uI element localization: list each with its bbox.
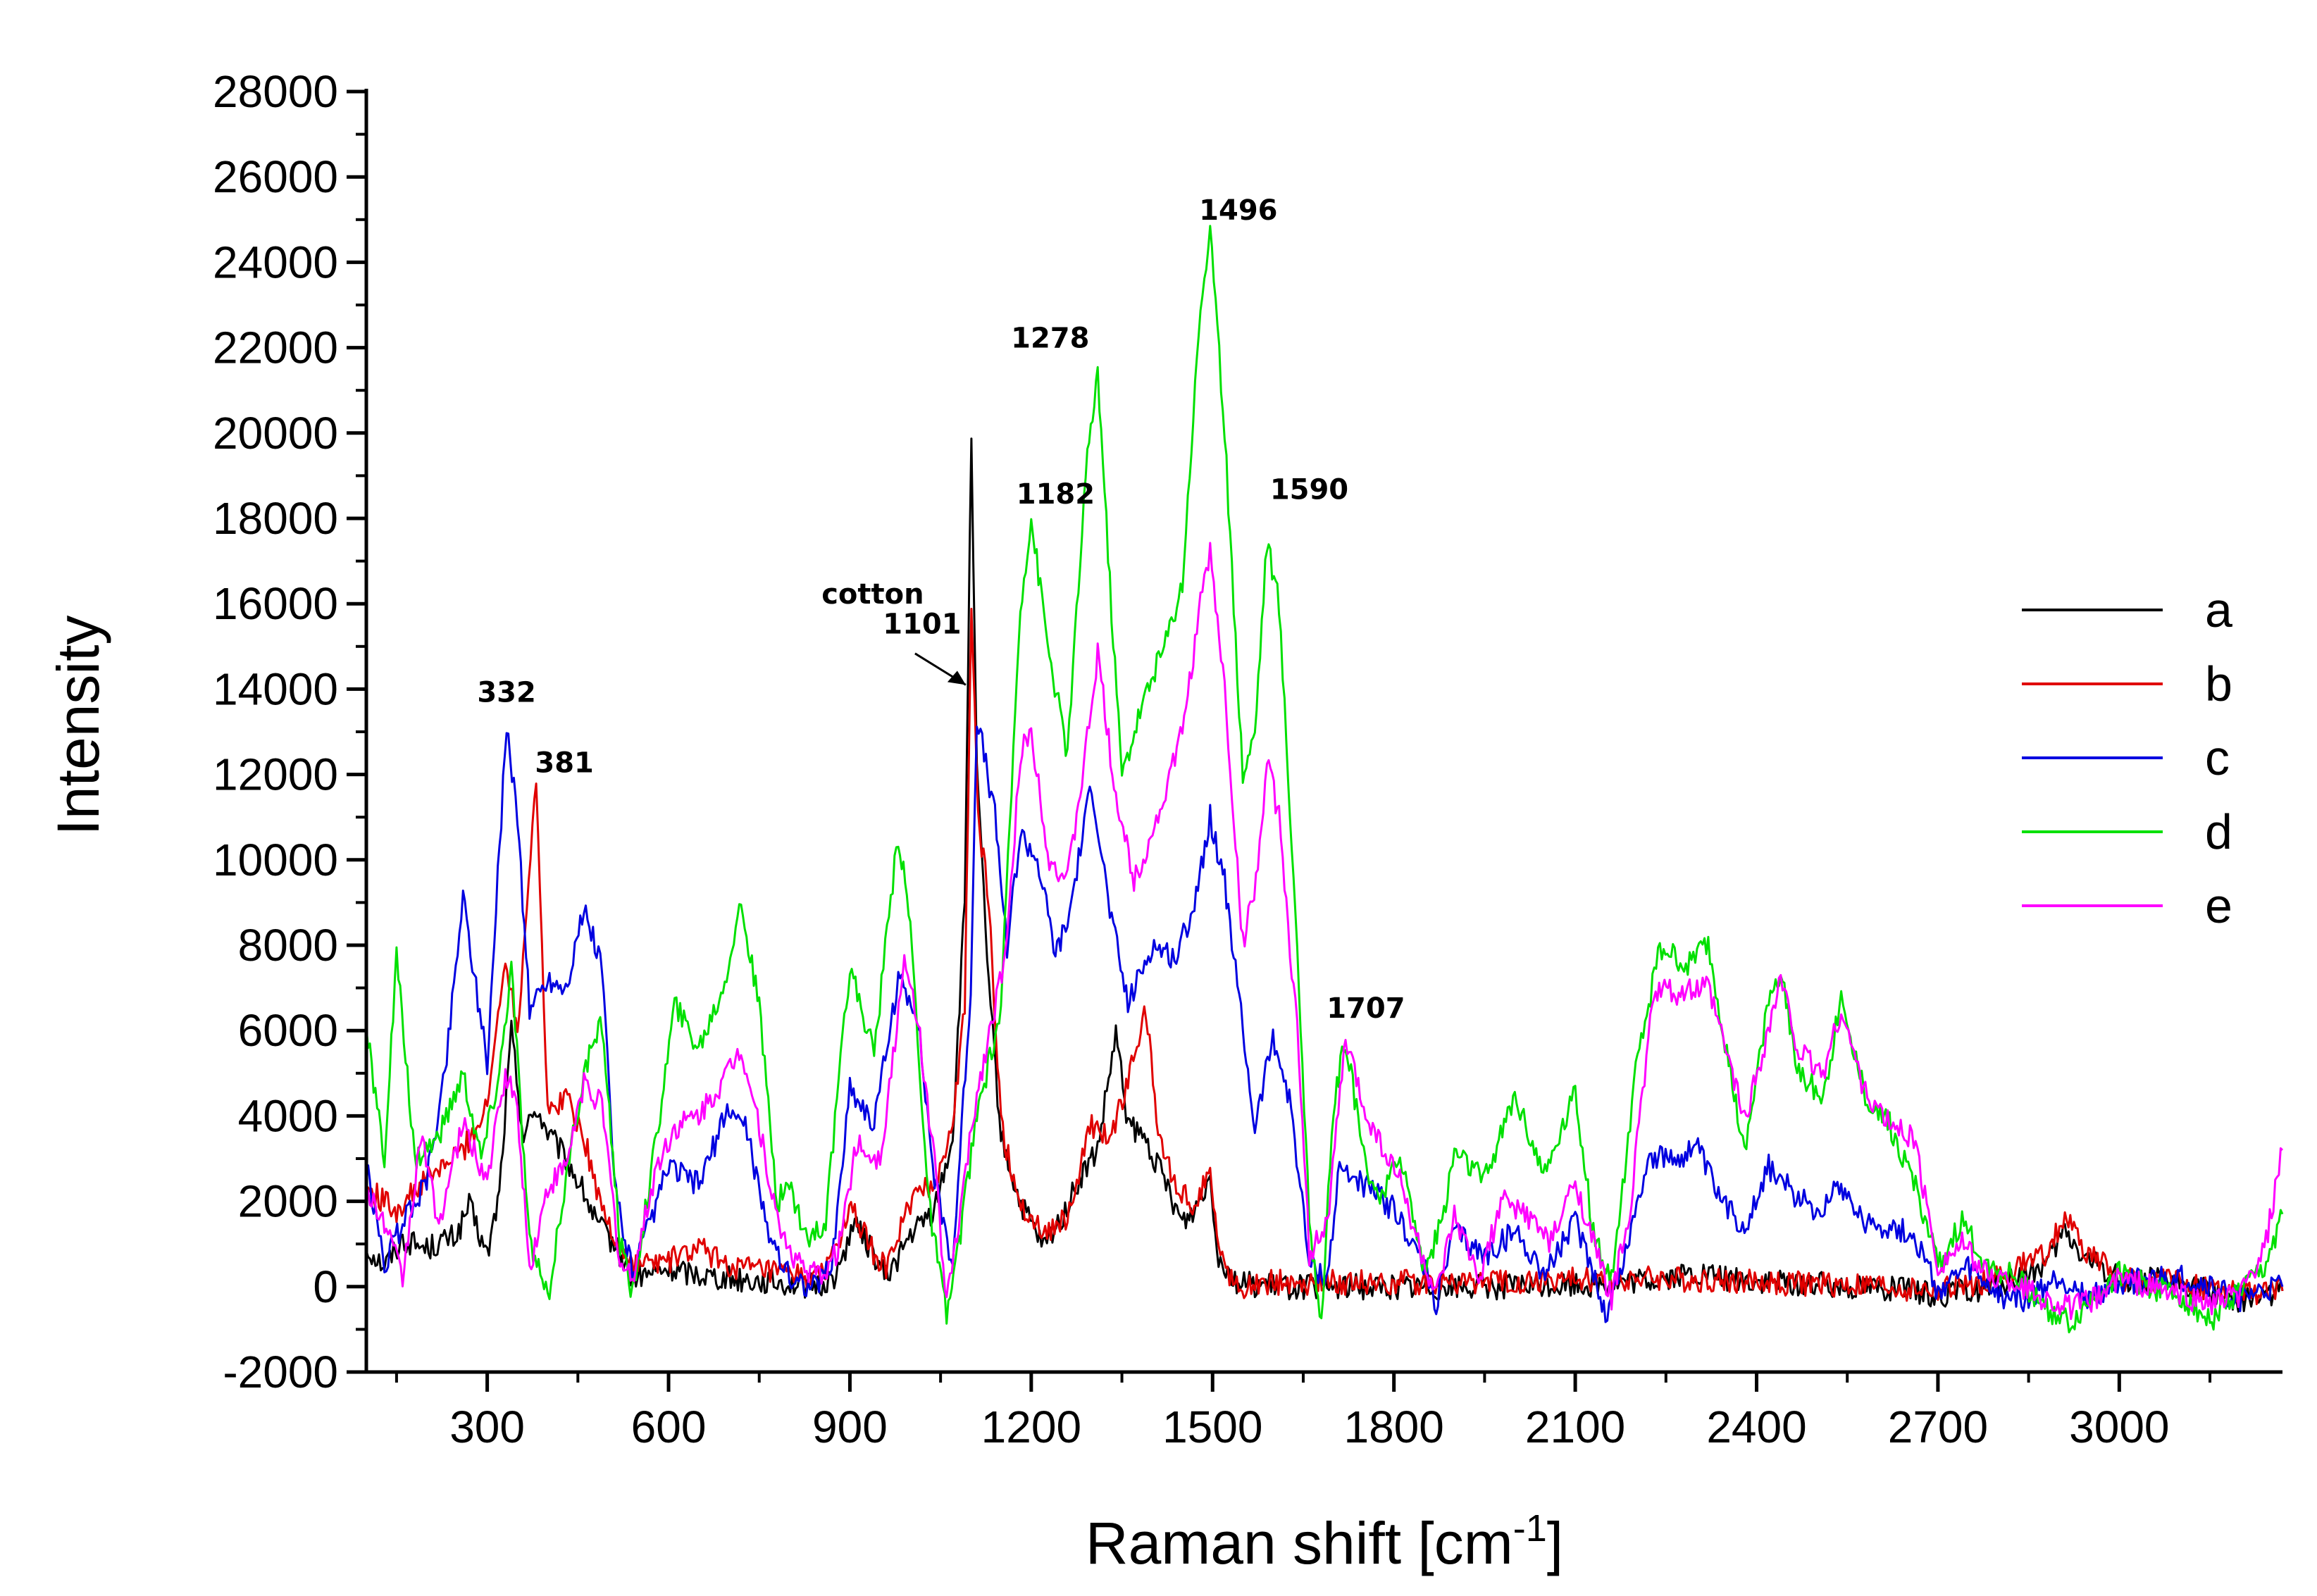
y-tick-label: 22000 <box>213 323 338 373</box>
annotation-label: cotton <box>821 578 924 611</box>
x-tick-label: 2700 <box>1888 1402 1988 1452</box>
y-tick-label: 28000 <box>213 66 338 117</box>
y-tick-label: 10000 <box>213 835 338 885</box>
annotation-label: 1590 <box>1270 474 1348 506</box>
x-tick-label: 1800 <box>1343 1402 1443 1452</box>
y-tick-label: 24000 <box>213 237 338 287</box>
y-tick-label: 20000 <box>213 408 338 459</box>
y-tick-label: 6000 <box>238 1005 338 1056</box>
annotation-label: 1496 <box>1199 194 1277 227</box>
y-tick-label: 16000 <box>213 578 338 629</box>
x-tick-label: 1200 <box>981 1402 1081 1452</box>
annotation-label: 381 <box>535 747 594 780</box>
y-tick-label: 26000 <box>213 151 338 202</box>
y-tick-label: 2000 <box>238 1176 338 1227</box>
x-tick-label: 900 <box>812 1402 888 1452</box>
annotation-label: 332 <box>477 677 536 709</box>
y-tick-label: 8000 <box>238 920 338 971</box>
y-tick-label: 18000 <box>213 493 338 544</box>
annotation-label: 1707 <box>1327 992 1405 1025</box>
series-line-e <box>365 542 2284 1321</box>
x-tick-label: 2100 <box>1525 1402 1625 1452</box>
axes-layer: -2000 0 2000 4000 6000 8000 10000 12000 14000 160… <box>213 66 2282 1452</box>
legend-label-a: a <box>2205 582 2232 637</box>
x-tick-label: 300 <box>449 1402 525 1452</box>
y-tick-label: 0 <box>313 1261 338 1312</box>
x-axis-title-end: ] <box>1547 1510 1563 1576</box>
legend-label-b: b <box>2205 656 2232 711</box>
series-line-d <box>365 225 2284 1334</box>
x-axis-title-superscript: -1 <box>1513 1507 1547 1550</box>
annotation-label: 1278 <box>1011 323 1089 355</box>
cotton-arrow-head <box>947 671 966 685</box>
series-line-b <box>366 607 2284 1306</box>
x-tick-label: 2400 <box>1706 1402 1806 1452</box>
annotation-label: 1101 <box>883 609 961 641</box>
series-line-c <box>366 725 2284 1323</box>
x-tick-label: 600 <box>631 1402 707 1452</box>
y-axis-title: Intensity <box>45 616 111 836</box>
legend-label-e: e <box>2205 878 2232 933</box>
y-tick-label: 12000 <box>213 749 338 800</box>
legend-label-d: d <box>2205 804 2232 859</box>
x-tick-label: 3000 <box>2069 1402 2169 1452</box>
series-layer <box>365 225 2284 1334</box>
y-tick-label: 14000 <box>213 663 338 714</box>
y-tick-label: -2000 <box>223 1347 338 1397</box>
x-axis-title: Raman shift [cm-1] <box>1086 1507 1563 1576</box>
y-tick-label: 4000 <box>238 1090 338 1141</box>
x-axis-title-main: Raman shift [cm <box>1086 1510 1513 1576</box>
legend-label-c: c <box>2205 730 2230 785</box>
annotation-label: 1182 <box>1017 478 1095 511</box>
x-tick-label: 1500 <box>1162 1402 1262 1452</box>
